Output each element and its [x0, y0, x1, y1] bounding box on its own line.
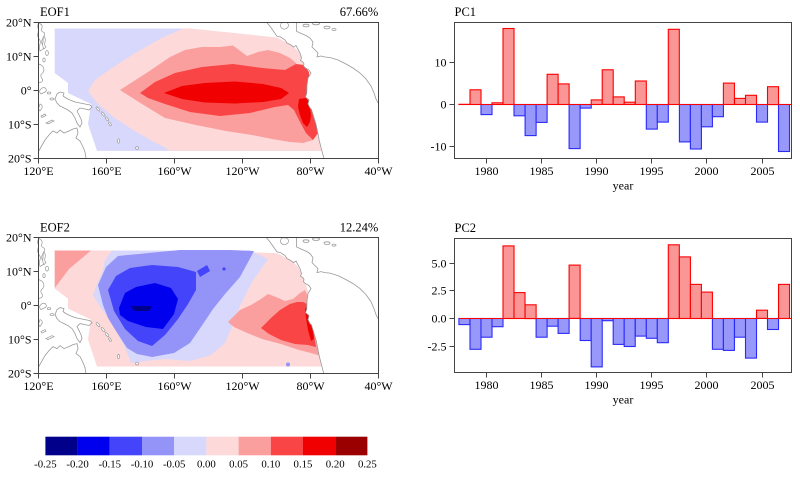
- svg-text:20°N: 20°N: [6, 16, 32, 30]
- svg-text:1985: 1985: [530, 164, 554, 178]
- svg-text:160°W: 160°W: [157, 379, 192, 393]
- svg-text:5.0: 5.0: [432, 257, 447, 271]
- svg-text:-2.5: -2.5: [428, 340, 447, 354]
- svg-text:-0.20: -0.20: [66, 458, 89, 470]
- svg-text:1995: 1995: [640, 378, 664, 392]
- svg-text:2005: 2005: [751, 378, 775, 392]
- svg-text:PC2: PC2: [455, 221, 477, 235]
- svg-text:160°W: 160°W: [157, 164, 192, 178]
- svg-text:0.05: 0.05: [229, 458, 248, 470]
- svg-text:1980: 1980: [475, 164, 499, 178]
- svg-text:1990: 1990: [585, 164, 609, 178]
- svg-text:1995: 1995: [640, 164, 664, 178]
- svg-text:40°W: 40°W: [364, 379, 393, 393]
- svg-text:0.20: 0.20: [326, 458, 345, 470]
- svg-text:10°N: 10°N: [6, 265, 32, 279]
- svg-text:1985: 1985: [530, 378, 554, 392]
- svg-text:0: 0: [441, 98, 447, 112]
- svg-text:120°E: 120°E: [23, 164, 53, 178]
- svg-text:EOF2: EOF2: [40, 221, 70, 235]
- svg-text:0.0: 0.0: [432, 312, 447, 326]
- svg-text:10: 10: [435, 56, 447, 70]
- svg-text:2005: 2005: [751, 164, 775, 178]
- svg-text:-0.10: -0.10: [131, 458, 154, 470]
- svg-text:12.24%: 12.24%: [340, 221, 379, 235]
- svg-text:0.25: 0.25: [358, 458, 377, 470]
- svg-text:EOF1: EOF1: [40, 5, 70, 19]
- svg-text:2.5: 2.5: [432, 284, 447, 298]
- svg-text:0.10: 0.10: [261, 458, 280, 470]
- svg-text:PC1: PC1: [455, 5, 477, 19]
- svg-text:10°S: 10°S: [8, 333, 31, 347]
- svg-text:160°E: 160°E: [91, 379, 121, 393]
- svg-text:-0.15: -0.15: [99, 458, 122, 470]
- svg-text:1990: 1990: [585, 378, 609, 392]
- svg-text:0°: 0°: [21, 299, 32, 313]
- svg-text:year: year: [613, 179, 634, 193]
- svg-text:120°W: 120°W: [225, 379, 260, 393]
- svg-text:10°S: 10°S: [8, 118, 31, 132]
- svg-text:0.15: 0.15: [294, 458, 313, 470]
- svg-text:-10: -10: [431, 140, 447, 154]
- svg-text:80°W: 80°W: [296, 379, 325, 393]
- svg-text:10°N: 10°N: [6, 50, 32, 64]
- svg-text:year: year: [613, 393, 634, 407]
- svg-text:-0.05: -0.05: [163, 458, 186, 470]
- svg-text:120°W: 120°W: [225, 164, 260, 178]
- svg-text:67.66%: 67.66%: [340, 5, 379, 19]
- svg-text:120°E: 120°E: [23, 379, 53, 393]
- svg-text:0.00: 0.00: [197, 458, 216, 470]
- svg-text:20°N: 20°N: [6, 231, 32, 245]
- svg-text:2000: 2000: [695, 378, 719, 392]
- svg-text:40°W: 40°W: [364, 164, 393, 178]
- svg-text:160°E: 160°E: [91, 164, 121, 178]
- svg-text:2000: 2000: [695, 164, 719, 178]
- svg-text:-0.25: -0.25: [34, 458, 57, 470]
- svg-text:0°: 0°: [21, 84, 32, 98]
- svg-text:1980: 1980: [475, 378, 499, 392]
- svg-text:80°W: 80°W: [296, 164, 325, 178]
